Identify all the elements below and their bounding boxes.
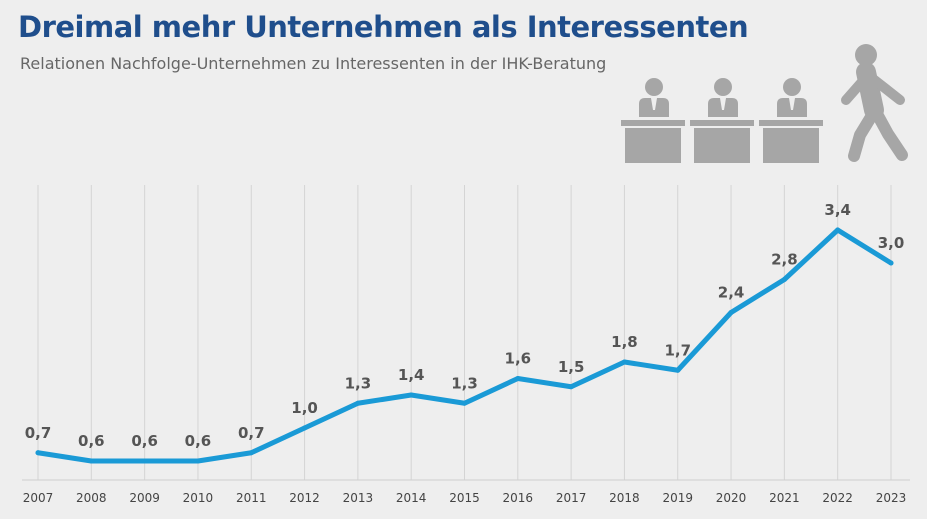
data-point — [835, 227, 841, 233]
x-tick-label: 2015 — [449, 491, 480, 505]
data-point — [781, 277, 787, 282]
walking-person-icon — [841, 44, 908, 162]
data-point — [195, 458, 201, 464]
x-tick-label: 2020 — [716, 491, 747, 505]
x-tick-label: 2009 — [129, 491, 160, 505]
person-at-desk-icon — [621, 78, 685, 163]
data-label: 1,0 — [291, 399, 318, 417]
data-point — [515, 376, 521, 381]
data-point — [408, 392, 414, 398]
data-point — [568, 384, 574, 390]
x-tick-label: 2018 — [609, 491, 640, 505]
x-tick-label: 2012 — [289, 491, 320, 505]
chart-subtitle: Relationen Nachfolge-Unternehmen zu Inte… — [20, 54, 607, 73]
data-point — [88, 458, 94, 464]
x-tick-label: 2008 — [76, 491, 107, 505]
data-label: 1,6 — [505, 350, 532, 368]
data-label: 0,7 — [25, 424, 52, 442]
data-label: 2,4 — [718, 284, 745, 302]
x-tick-label: 2019 — [662, 491, 693, 505]
x-tick-label: 2011 — [236, 491, 267, 505]
x-tick-label: 2007 — [23, 491, 54, 505]
data-label: 0,6 — [78, 432, 105, 450]
x-tick-label: 2017 — [556, 491, 587, 505]
data-label: 1,4 — [398, 366, 425, 384]
data-label: 1,3 — [451, 374, 478, 392]
x-tick-label: 2016 — [503, 491, 534, 505]
data-point — [728, 310, 734, 315]
x-tick-label: 2021 — [769, 491, 800, 505]
data-label: 0,6 — [185, 432, 212, 450]
chart-title: Dreimal mehr Unternehmen als Interessent… — [18, 10, 749, 44]
data-point — [675, 367, 681, 373]
x-tick-label: 2022 — [822, 491, 853, 505]
data-point — [355, 400, 361, 406]
data-label: 1,8 — [611, 333, 638, 351]
data-label: 1,7 — [664, 341, 691, 359]
x-tick-label: 2023 — [876, 491, 907, 505]
x-tick-label: 2014 — [396, 491, 427, 505]
data-point — [888, 260, 894, 266]
data-label: 0,7 — [238, 424, 265, 442]
x-tick-label: 2010 — [183, 491, 214, 505]
data-label: 2,8 — [771, 251, 798, 269]
data-point — [248, 450, 254, 456]
data-label: 3,4 — [824, 201, 851, 219]
data-label: 1,5 — [558, 358, 585, 376]
data-point — [302, 425, 308, 431]
x-tick-label: 2013 — [343, 491, 374, 505]
data-point — [35, 450, 41, 456]
data-point — [462, 400, 467, 406]
data-point — [621, 359, 627, 365]
data-label: 3,0 — [878, 234, 905, 252]
data-label: 0,6 — [131, 432, 158, 450]
data-label: 1,3 — [345, 374, 372, 392]
data-point — [142, 458, 148, 464]
